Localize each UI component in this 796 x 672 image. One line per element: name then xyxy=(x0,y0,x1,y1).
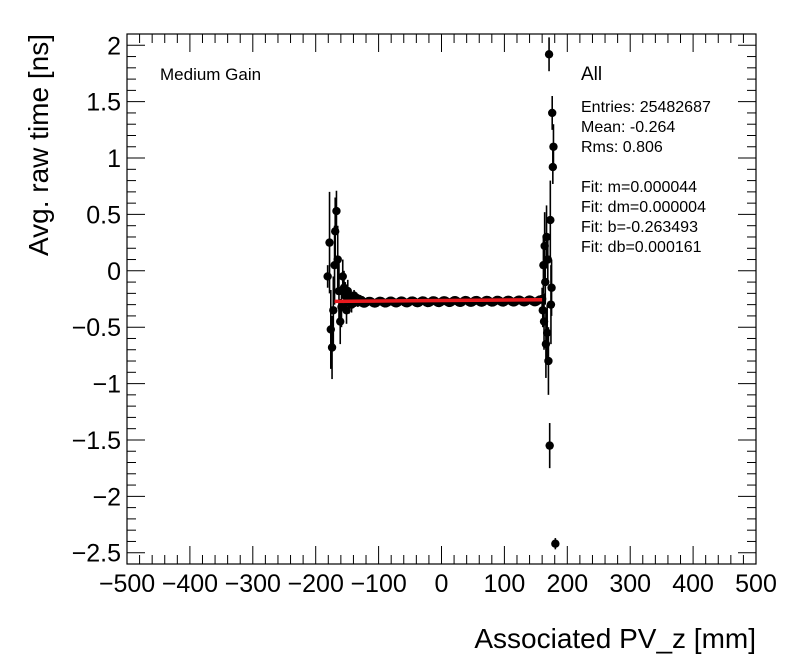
data-point xyxy=(549,142,558,151)
x-tick-label: −400 xyxy=(162,570,218,598)
data-point xyxy=(542,328,552,338)
y-tick-label: 0 xyxy=(107,258,121,286)
stat-line: Mean: -0.264 xyxy=(581,119,675,136)
data-point xyxy=(551,539,560,548)
y-tick-label: 1.5 xyxy=(86,89,121,117)
y-tick-label: 1 xyxy=(107,145,121,173)
y-tick-labels: −2.5 −2 −1.5 −1 −0.5 0 0.5 1 1.5 2 xyxy=(72,32,121,567)
y-tick-label: 0.5 xyxy=(86,201,121,229)
data-point xyxy=(542,232,551,242)
x-tick-label: 400 xyxy=(672,570,714,598)
x-tick-label: 500 xyxy=(735,570,777,598)
data-point xyxy=(545,441,554,450)
data-point xyxy=(548,108,557,118)
y-tick-label: −2.5 xyxy=(72,540,121,568)
x-tick-label: 100 xyxy=(484,570,526,598)
x-tick-label: −100 xyxy=(350,570,406,598)
data-points xyxy=(323,37,560,550)
x-tick-label: 0 xyxy=(435,570,449,598)
y-tick-label: −1 xyxy=(92,371,121,399)
data-point xyxy=(327,343,337,352)
stat-line: Entries: 25482687 xyxy=(581,99,711,116)
axis-ticks xyxy=(126,33,757,565)
data-point xyxy=(332,206,341,216)
data-point xyxy=(338,272,347,281)
data-point xyxy=(325,238,334,247)
data-point xyxy=(544,50,554,59)
stat-line: Fit: m=0.000044 xyxy=(581,179,697,196)
stat-line: Fit: b=-0.263493 xyxy=(581,219,698,236)
data-point xyxy=(538,306,547,315)
x-tick-label: −300 xyxy=(225,570,281,598)
y-tick-label: 2 xyxy=(107,32,121,60)
stat-line: Fit: db=0.000161 xyxy=(581,239,702,256)
x-tick-label: 300 xyxy=(609,570,651,598)
y-tick-label: −2 xyxy=(92,483,121,511)
data-point xyxy=(336,317,345,326)
data-point xyxy=(333,255,342,264)
stats-box: Entries: 25482687 Mean: -0.264 Rms: 0.806 F… xyxy=(581,99,711,256)
stat-line: Rms: 0.806 xyxy=(581,139,663,156)
stat-line: Fit: dm=0.000004 xyxy=(581,199,706,216)
x-axis-title: Associated PV_z [mm] xyxy=(474,623,756,654)
x-tick-labels: −500 −400 −300 −200 −100 0 100 200 300 400 500 xyxy=(99,570,777,598)
fit-line xyxy=(334,297,543,304)
y-axis-title: Avg. raw time [ns] xyxy=(23,34,54,256)
data-point xyxy=(546,215,555,225)
fit-layer xyxy=(334,297,543,304)
x-tick-label: 200 xyxy=(546,570,588,598)
x-tick-label: −500 xyxy=(99,570,155,598)
data-point xyxy=(544,356,553,366)
legend-title: All xyxy=(581,64,602,85)
data-point xyxy=(323,272,332,281)
y-tick-label: −0.5 xyxy=(72,314,121,342)
y-tick-label: −1.5 xyxy=(72,427,121,455)
x-tick-label: −200 xyxy=(288,570,344,598)
data-point xyxy=(547,283,556,292)
gain-annotation: Medium Gain xyxy=(160,65,261,84)
data-point xyxy=(329,306,338,315)
